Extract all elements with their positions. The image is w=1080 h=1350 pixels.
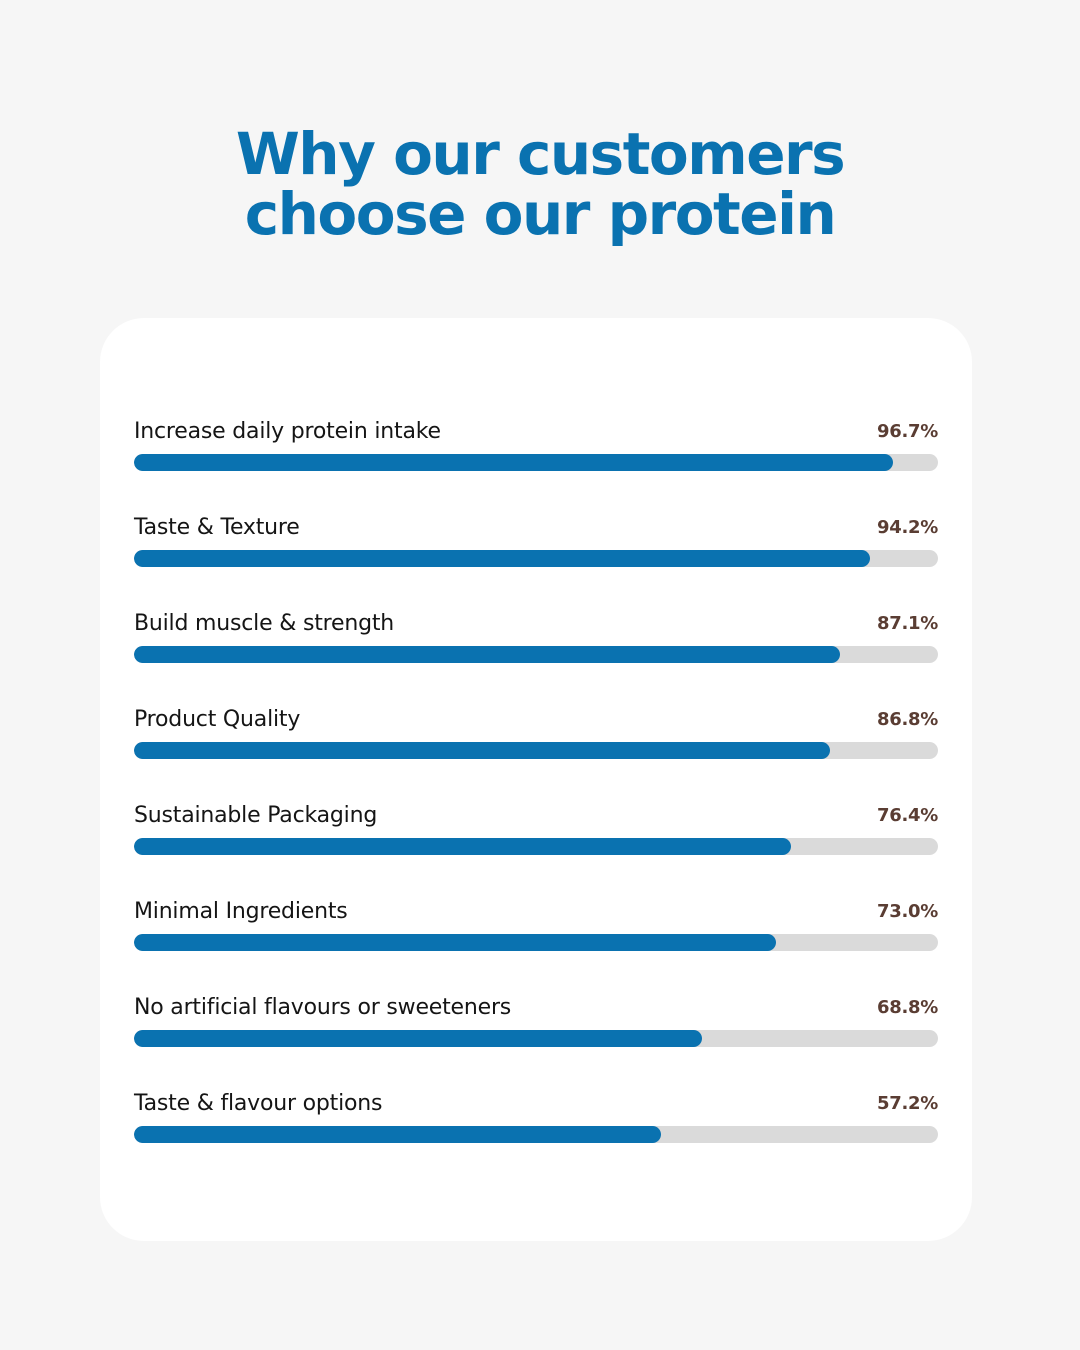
chart-card: Increase daily protein intake 96.7% Taste …	[100, 318, 972, 1241]
bar-track	[134, 1030, 938, 1047]
chart-row: Increase daily protein intake 96.7%	[134, 419, 938, 479]
category-label: Sustainable Packaging	[134, 803, 378, 828]
bar-fill	[134, 646, 840, 663]
chart-row: Taste & Texture 94.2%	[134, 515, 938, 575]
chart-row: Minimal Ingredients 73.0%	[134, 899, 938, 959]
bar-track	[134, 934, 938, 951]
category-label: Product Quality	[134, 707, 301, 732]
bar-fill	[134, 1030, 703, 1047]
value-label: 68.8%	[877, 997, 938, 1018]
bar-track	[134, 454, 938, 471]
chart-row: No artificial flavours or sweeteners 68.8…	[134, 995, 938, 1055]
category-label: Increase daily protein intake	[134, 419, 441, 444]
bar-track	[134, 550, 938, 567]
chart-row: Build muscle & strength 87.1%	[134, 611, 938, 671]
bar-track	[134, 1126, 938, 1143]
chart-row: Product Quality 86.8%	[134, 707, 938, 767]
value-label: 94.2%	[877, 517, 938, 538]
value-label: 76.4%	[877, 805, 938, 826]
value-label: 87.1%	[877, 613, 938, 634]
bar-fill	[134, 934, 776, 951]
bar-fill	[134, 550, 870, 567]
chart-row: Taste & flavour options 57.2%	[134, 1091, 938, 1151]
bar-fill	[134, 838, 791, 855]
chart-row: Sustainable Packaging 76.4%	[134, 803, 938, 863]
bar-fill	[134, 454, 893, 471]
bar-track	[134, 742, 938, 759]
category-label: Minimal Ingredients	[134, 899, 348, 924]
value-label: 73.0%	[877, 901, 938, 922]
category-label: Taste & Texture	[134, 515, 300, 540]
title-line-2: choose our protein	[244, 180, 837, 248]
bar-fill	[134, 742, 831, 759]
category-label: Taste & flavour options	[134, 1091, 383, 1116]
bar-track	[134, 838, 938, 855]
value-label: 57.2%	[877, 1093, 938, 1114]
bar-track	[134, 646, 938, 663]
page-title: Why our customers choose our protein	[0, 124, 1080, 244]
value-label: 96.7%	[877, 421, 938, 442]
title-line-1: Why our customers	[235, 120, 846, 188]
value-label: 86.8%	[877, 709, 938, 730]
category-label: Build muscle & strength	[134, 611, 395, 636]
bar-fill	[134, 1126, 661, 1143]
category-label: No artificial flavours or sweeteners	[134, 995, 512, 1020]
